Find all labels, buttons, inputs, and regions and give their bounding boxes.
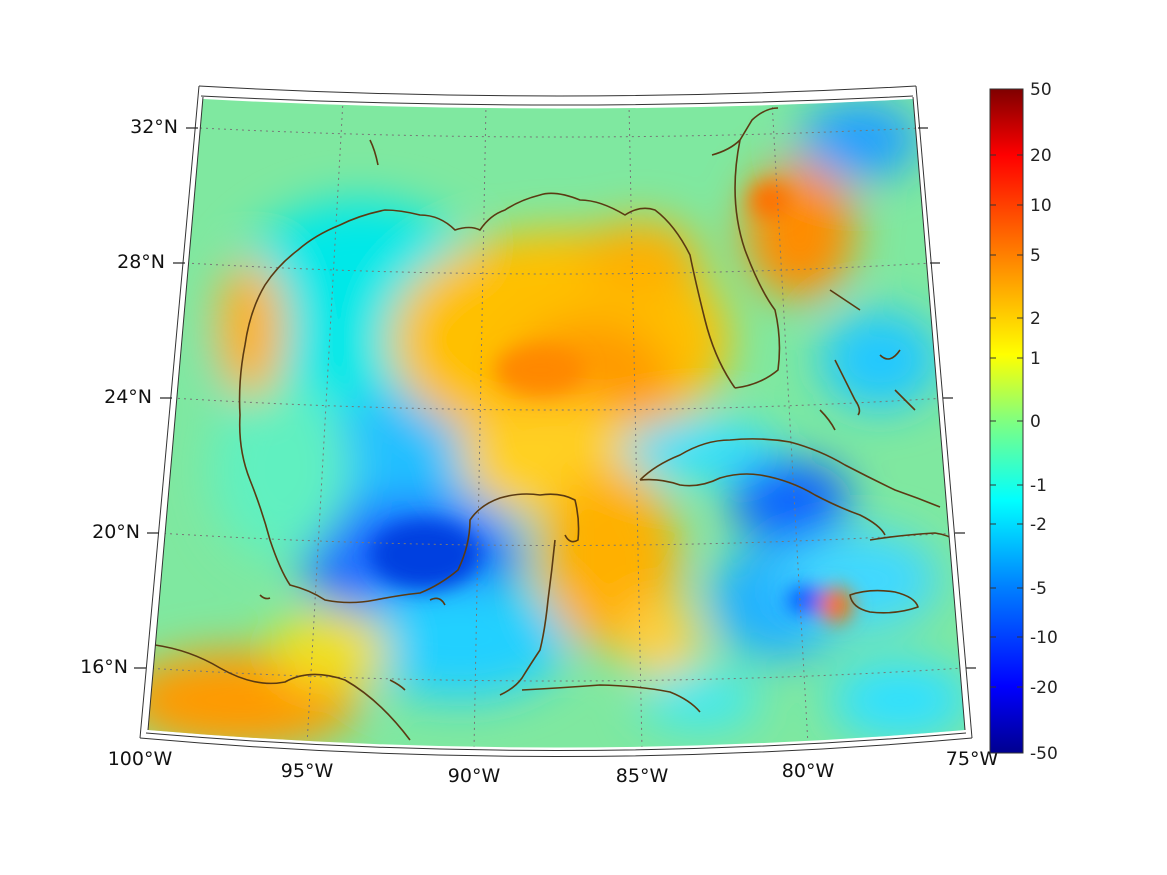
lon-label-85w: 85°W bbox=[616, 765, 669, 787]
lat-label-24n: 24°N bbox=[104, 386, 152, 408]
colorbar-tick-label: 1 bbox=[1030, 349, 1041, 369]
colorbar-tick-label: 10 bbox=[1030, 196, 1052, 216]
lon-label-100w: 100°W bbox=[108, 748, 173, 770]
colorbar-tick-label: -2 bbox=[1030, 515, 1047, 535]
lon-label-90w: 90°W bbox=[448, 765, 501, 787]
colorbar-tick-label: 20 bbox=[1030, 146, 1052, 166]
lat-label-20n: 20°N bbox=[92, 521, 140, 543]
lon-label-95w: 95°W bbox=[281, 760, 334, 782]
lon-label-75w: 75°W bbox=[946, 748, 999, 770]
lat-label-28n: 28°N bbox=[117, 251, 165, 273]
colorbar-tick-label: 0 bbox=[1030, 412, 1041, 432]
colorbar-tick-label: 50 bbox=[1030, 80, 1052, 100]
lon-label-80w: 80°W bbox=[782, 760, 835, 782]
colorbar-tick-label: -5 bbox=[1030, 579, 1047, 599]
graticule bbox=[148, 99, 965, 748]
coastlines bbox=[154, 107, 956, 741]
colorbar-tick-label: -50 bbox=[1030, 744, 1058, 764]
colorbar-tick-label: -20 bbox=[1030, 678, 1058, 698]
lat-label-32n: 32°N bbox=[130, 116, 178, 138]
colorbar-tick-label: -10 bbox=[1030, 628, 1058, 648]
map-frame bbox=[139, 85, 973, 757]
lat-label-16n: 16°N bbox=[80, 656, 128, 678]
colorbar-tick-label: 2 bbox=[1030, 309, 1041, 329]
colorbar-tick-label: -1 bbox=[1030, 476, 1047, 496]
data-field bbox=[148, 99, 965, 748]
colorbar-tick-label: 5 bbox=[1030, 246, 1041, 266]
lat-ticks bbox=[134, 127, 976, 669]
